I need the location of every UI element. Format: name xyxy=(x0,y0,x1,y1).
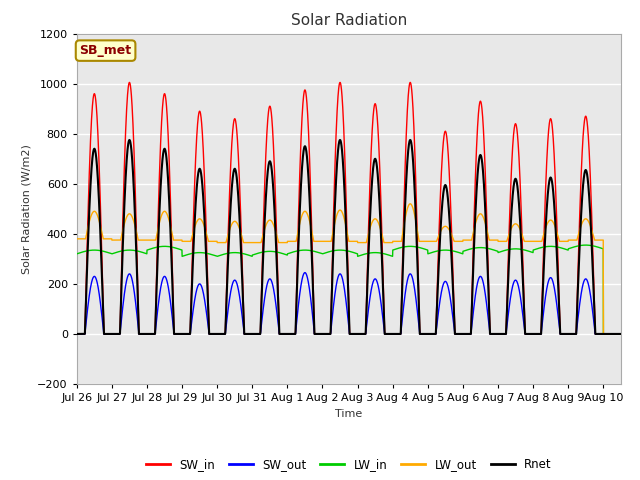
Title: Solar Radiation: Solar Radiation xyxy=(291,13,407,28)
Text: SB_met: SB_met xyxy=(79,44,132,57)
Legend: SW_in, SW_out, LW_in, LW_out, Rnet: SW_in, SW_out, LW_in, LW_out, Rnet xyxy=(141,454,556,476)
Y-axis label: Solar Radiation (W/m2): Solar Radiation (W/m2) xyxy=(22,144,32,274)
X-axis label: Time: Time xyxy=(335,408,362,419)
